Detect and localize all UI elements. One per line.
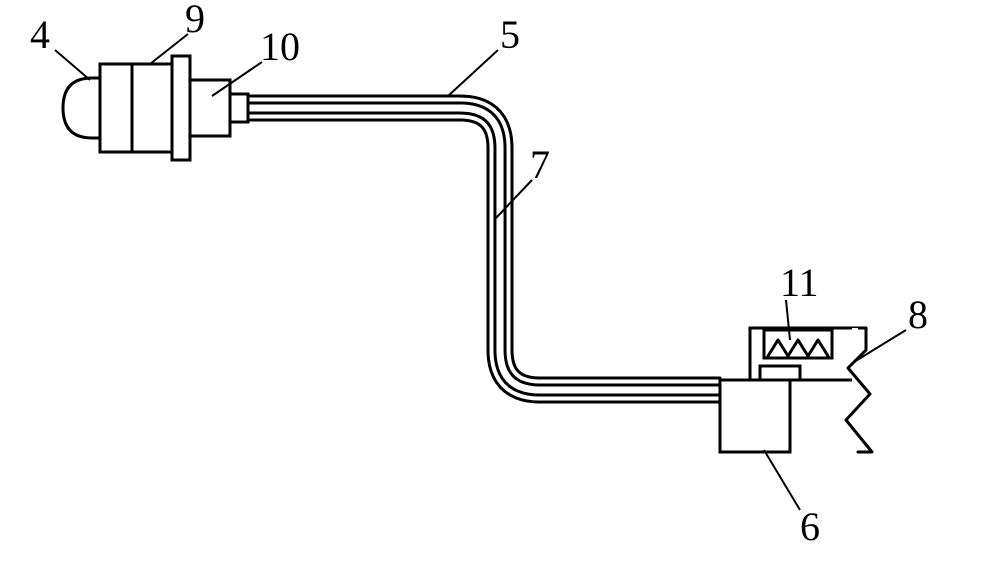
pipe-inner-top [245,103,720,385]
label-4: 4 [30,12,50,57]
pipe-outer-top [245,96,720,378]
label-10: 10 [260,24,300,69]
leader-4 [55,50,90,80]
right-base [720,380,790,452]
label-5: 5 [500,12,520,57]
technical-drawing: 4 5 6 7 8 9 10 11 [0,0,1000,568]
right-slot [760,366,800,380]
label-6: 6 [800,504,820,549]
left-flange [172,56,190,160]
leader-6 [764,450,800,510]
left-nose [63,78,100,138]
left-stub [230,94,248,122]
label-11: 11 [780,260,819,305]
label-9: 9 [185,0,205,41]
label-7: 7 [530,142,550,187]
left-body [100,64,172,152]
pipe-outer-bottom [245,120,720,402]
leader-5 [448,50,498,96]
pipe-inner-bottom [245,113,720,395]
leader-7 [496,180,532,218]
label-8: 8 [908,292,928,337]
